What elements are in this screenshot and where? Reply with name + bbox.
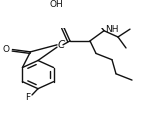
Text: OH: OH — [49, 0, 63, 9]
Text: C: C — [57, 40, 65, 50]
Text: O: O — [3, 45, 10, 54]
Polygon shape — [47, 8, 53, 15]
Text: F: F — [25, 93, 31, 102]
Text: NH: NH — [105, 25, 119, 34]
